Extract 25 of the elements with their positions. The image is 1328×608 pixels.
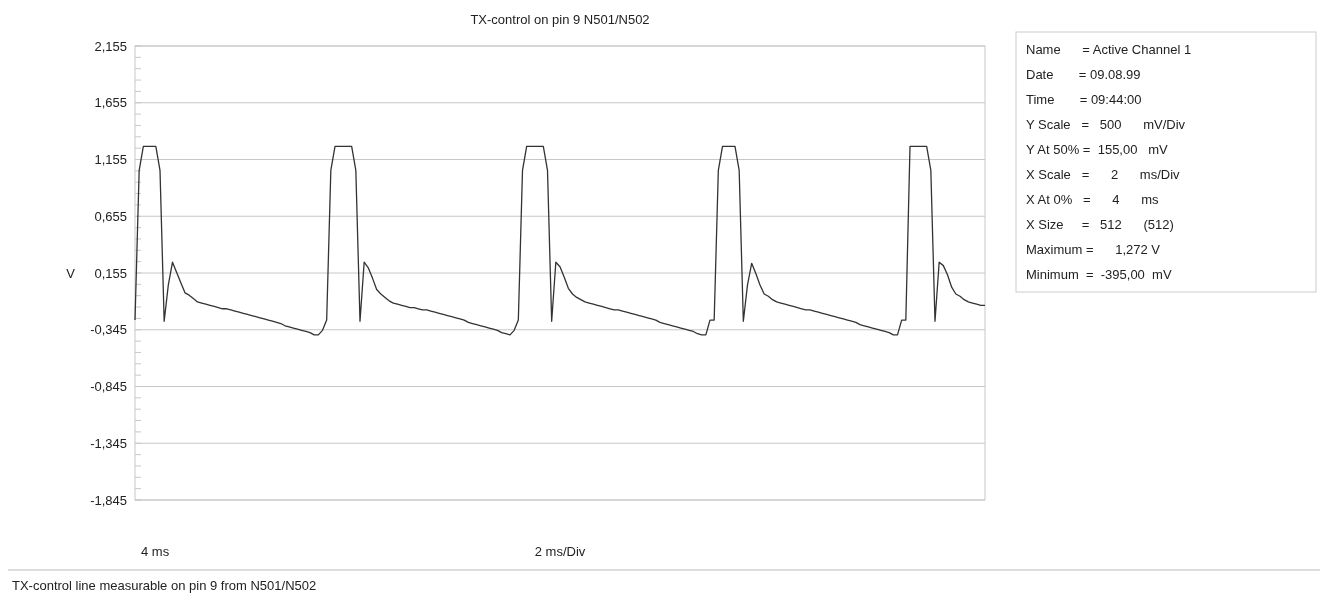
- y-tick-label: -1,845: [90, 492, 127, 508]
- text: Date = 09.08.99: [1026, 67, 1141, 82]
- text: Maximum = 1,272 V: [1026, 242, 1161, 257]
- y-tick-label: 0,155: [94, 265, 127, 281]
- y-tick-label: -0,845: [90, 379, 127, 395]
- y-tick-label: 1,155: [94, 152, 127, 168]
- y-tick-label: 1,655: [94, 95, 127, 111]
- y-tick-label: -0,345: [90, 322, 127, 338]
- y-tick-label: 0,655: [94, 208, 127, 224]
- text: Name = Active Channel 1: [1026, 42, 1192, 57]
- chart-title: TX-control on pin 9 N501/N502: [470, 12, 650, 27]
- y-tick-label: 2,155: [94, 38, 127, 54]
- y-tick-label: -1,345: [90, 435, 127, 451]
- y-axis-title: V: [66, 265, 76, 281]
- line-series: [134, 145, 986, 336]
- text: X Size = 512 (512): [1026, 217, 1174, 232]
- text: Minimum = -395,00 mV: [1026, 267, 1172, 282]
- text: Time = 09:44:00: [1026, 92, 1142, 107]
- text: X At 0% = 4 ms: [1026, 192, 1160, 207]
- x-axis-title: 2 ms/Div: [534, 544, 586, 559]
- text: Y At 50% = 155,00 mV: [1026, 142, 1169, 157]
- text: 4 ms: [141, 544, 170, 559]
- text: X Scale = 2 ms/Div: [1026, 167, 1181, 182]
- text: Y Scale = 500 mV/Div: [1026, 117, 1186, 132]
- text: TX-control line measurable on pin 9 from N501/N502: [12, 578, 317, 593]
